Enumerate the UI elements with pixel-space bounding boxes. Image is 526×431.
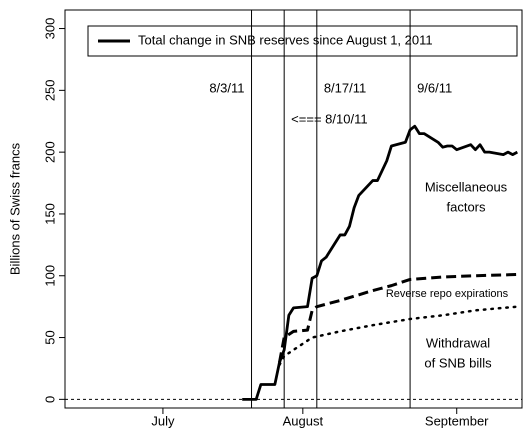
annotation: of SNB bills (424, 355, 492, 370)
series-line (242, 124, 518, 401)
annotation: Miscellaneous (425, 179, 508, 194)
series-line (278, 305, 519, 366)
event-label: 8/3/11 (209, 80, 244, 95)
y-tick-label: 300 (42, 18, 57, 40)
event-label: <=== 8/10/11 (291, 111, 367, 126)
y-tick-label: 250 (42, 79, 57, 101)
annotation: Reverse repo expirations (386, 288, 509, 300)
x-tick-label: July (151, 413, 175, 428)
legend-label: Total change in SNB reserves since Augus… (138, 32, 433, 47)
y-axis-label: Billions of Swiss francs (7, 142, 22, 275)
x-tick-label: August (283, 413, 324, 428)
x-tick-label: September (425, 413, 489, 428)
series-line (278, 273, 518, 363)
y-tick-label: 50 (42, 330, 57, 344)
annotation: Withdrawal (426, 335, 490, 350)
event-label: 8/17/11 (324, 80, 366, 95)
y-tick-label: 100 (42, 265, 57, 287)
y-tick-label: 200 (42, 141, 57, 163)
y-tick-label: 0 (42, 396, 57, 403)
legend (87, 25, 518, 57)
annotation: factors (446, 199, 486, 214)
plot-frame (64, 9, 523, 409)
y-tick-label: 150 (42, 203, 57, 225)
event-label: 9/6/11 (417, 80, 452, 95)
